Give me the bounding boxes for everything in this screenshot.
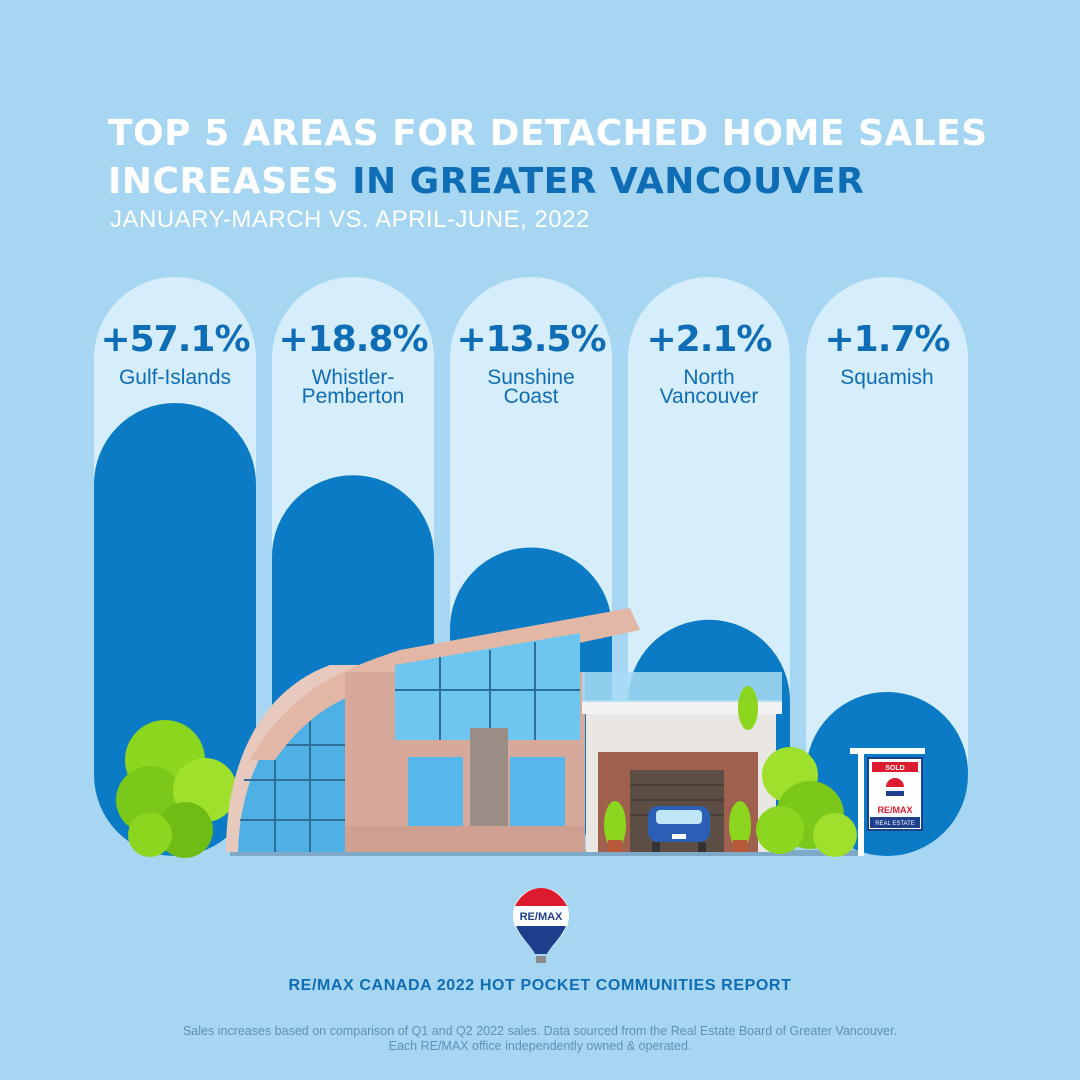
bar-value-label: +13.5%: [456, 319, 606, 360]
bar-category-label: Sunshine Coast: [487, 366, 575, 408]
balcony-slab: [582, 700, 782, 714]
topiary-left: [604, 801, 626, 852]
footnote: Sales increases based on comparison of Q…: [0, 1024, 1080, 1054]
bar-label: +18.8% Whistler- Pemberton: [268, 318, 438, 408]
bar-label: +57.1% Gulf-Islands: [90, 318, 260, 389]
report-title: RE/MAX CANADA 2022 HOT POCKET COMMUNITIE…: [288, 977, 792, 994]
bar-category-label: North Vancouver: [659, 366, 759, 408]
bar-label: +2.1% North Vancouver: [624, 318, 794, 408]
car: [648, 806, 710, 852]
tree-left: [116, 720, 237, 858]
bar-chart: SOLD RE/MAX REAL ESTATE: [94, 277, 968, 858]
topiary-balcony: [738, 686, 758, 730]
sign-sold-text: SOLD: [885, 765, 904, 772]
bar-category-label: Gulf-Islands: [118, 366, 232, 389]
logo-text: RE/MAX: [520, 911, 563, 923]
bar-label: +1.7% Squamish: [802, 318, 972, 389]
remax-balloon-logo: RE/MAX: [513, 888, 569, 963]
chart-subtitle: JANUARY-MARCH VS. APRIL-JUNE, 2022: [110, 206, 590, 233]
chart-title: TOP 5 AREAS FOR DETACHED HOME SALES INCR…: [108, 110, 1008, 206]
bar-label: +13.5% Sunshine Coast: [446, 318, 616, 408]
sign-brand-text: RE/MAX: [877, 805, 912, 815]
upper-glass-mullions: [395, 642, 580, 740]
bar-value-label: +18.8%: [278, 319, 428, 360]
bar-value-label: +57.1%: [100, 319, 250, 360]
sign-sub-text: REAL ESTATE: [875, 821, 915, 827]
footnote-line-1: Sales increases based on comparison of Q…: [182, 1024, 898, 1038]
bar-category-label: Whistler- Pemberton: [301, 366, 405, 408]
curved-glass: [238, 688, 345, 852]
topiary-right: [729, 801, 751, 852]
bar-value-label: +2.1%: [646, 319, 772, 360]
title-line-2-white: INCREASES: [108, 161, 340, 202]
title-line-1: TOP 5 AREAS FOR DETACHED HOME SALES: [108, 113, 988, 154]
title-line-2-accent: IN GREATER VANCOUVER: [352, 161, 865, 202]
upper-glass: [395, 633, 580, 740]
bar-category-label: Squamish: [840, 366, 934, 389]
bar-value-label: +1.7%: [824, 319, 950, 360]
base-wall: [345, 826, 585, 852]
sold-sign: SOLD RE/MAX REAL ESTATE: [850, 748, 925, 856]
ground-line: [230, 850, 860, 856]
footnote-line-2: Each RE/MAX office independently owned &…: [388, 1039, 692, 1053]
bush-right: [756, 747, 857, 857]
house-illustration: SOLD RE/MAX REAL ESTATE: [116, 608, 925, 858]
